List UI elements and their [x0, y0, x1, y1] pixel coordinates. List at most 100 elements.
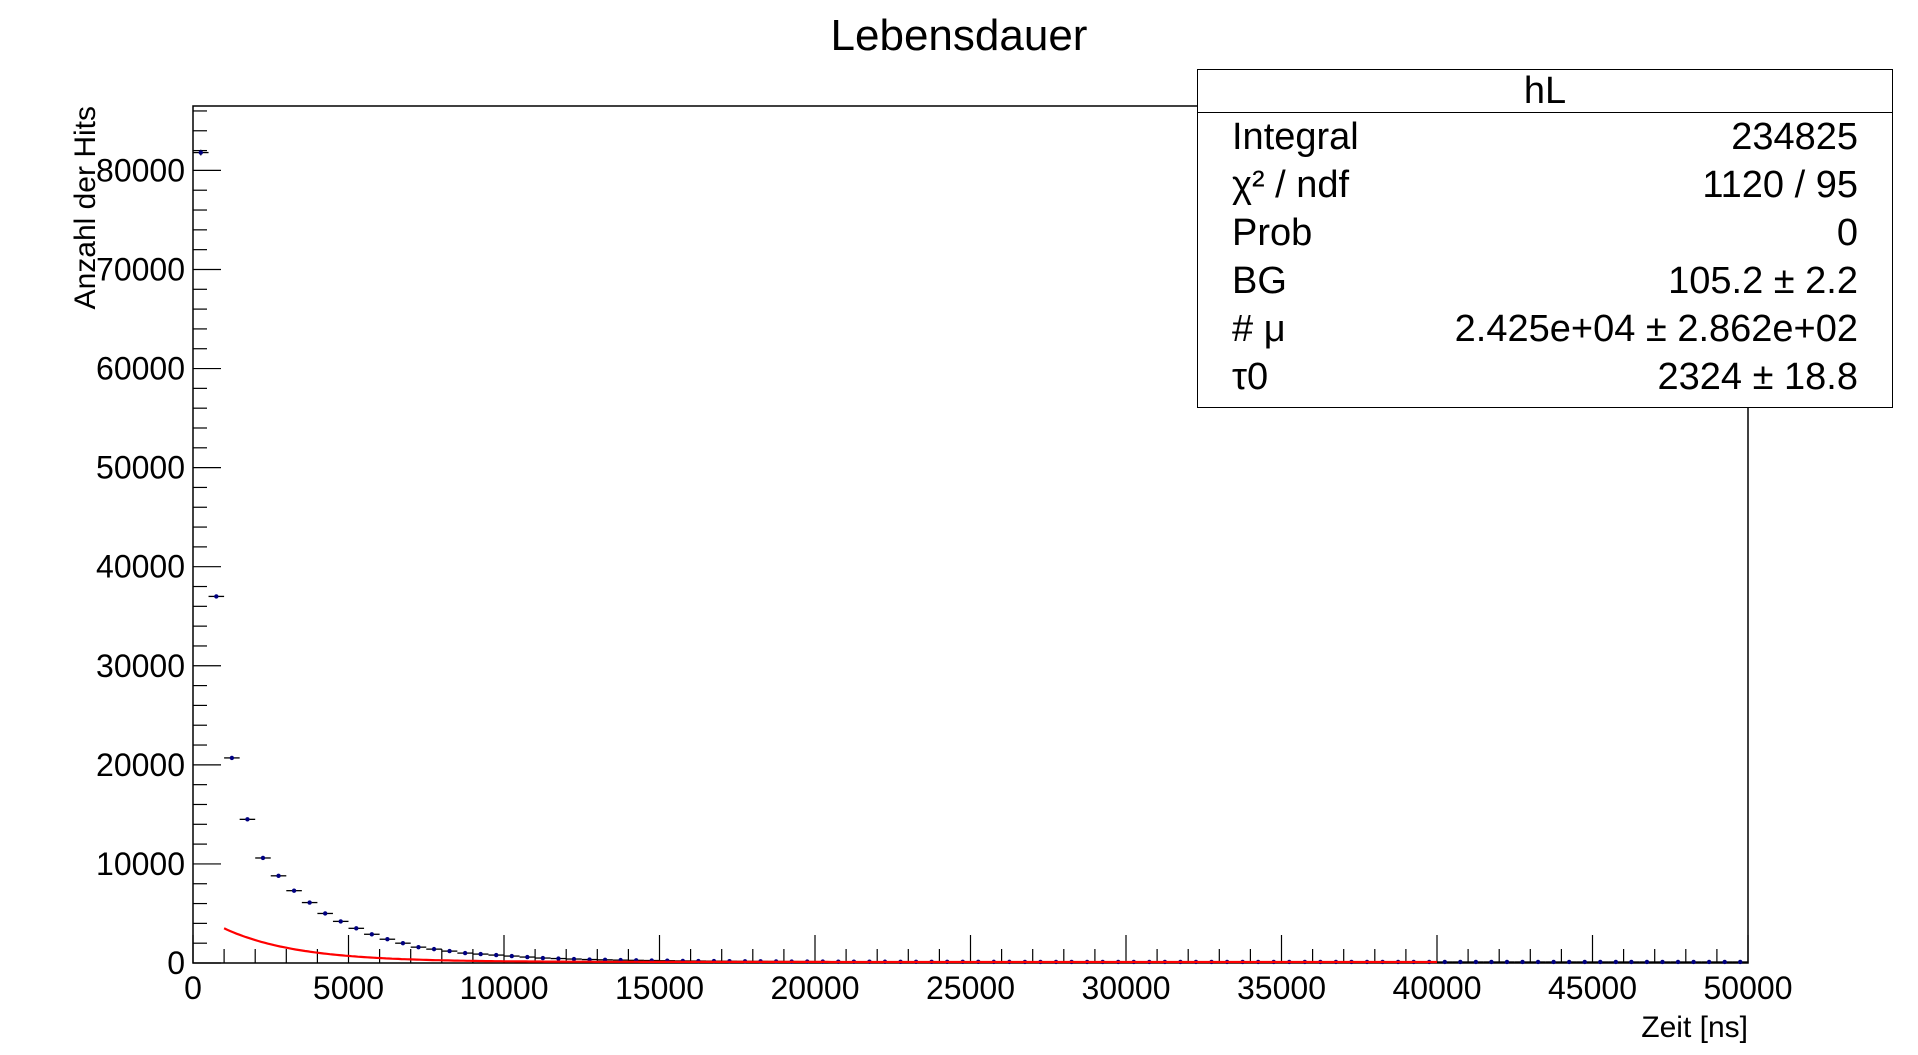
marker	[245, 817, 250, 822]
marker	[416, 944, 421, 950]
data-point	[1576, 959, 1593, 965]
stats-value: 234825	[1731, 116, 1858, 158]
marker	[1442, 959, 1447, 965]
data-point	[472, 951, 489, 957]
x-tick-label: 35000	[1237, 970, 1326, 1006]
marker	[431, 946, 437, 952]
marker	[494, 952, 499, 958]
marker	[525, 954, 530, 960]
marker	[478, 951, 483, 957]
x-tick-label: 5000	[313, 970, 384, 1006]
marker	[1582, 959, 1587, 965]
marker	[1629, 959, 1634, 965]
marker	[447, 948, 452, 954]
x-tick-label: 20000	[771, 970, 860, 1006]
marker	[322, 911, 328, 916]
data-point	[239, 817, 256, 822]
marker	[276, 873, 281, 879]
x-tick-label: 15000	[615, 970, 704, 1006]
marker	[385, 937, 390, 942]
data-point	[550, 956, 567, 961]
y-tick-label: 0	[167, 945, 185, 981]
data-point	[1437, 959, 1453, 965]
data-point	[566, 956, 582, 962]
marker	[1691, 959, 1696, 965]
data-point	[395, 940, 411, 946]
marker	[307, 900, 312, 905]
fit-layer	[223, 927, 1437, 964]
stats-value: 2.425e+04 ± 2.862e+02	[1454, 308, 1858, 350]
stats-row-prob: Prob 0	[1232, 210, 1858, 256]
data-point	[332, 919, 349, 924]
stats-value: 105.2 ± 2.2	[1668, 260, 1858, 302]
stats-box: hL Integral 234825 χ² / ndf 1120 / 95 Pr…	[1197, 69, 1893, 408]
stats-row-integral: Integral 234825	[1232, 114, 1858, 160]
marker	[1598, 959, 1603, 965]
marker	[571, 956, 577, 962]
stats-value: 1120 / 95	[1702, 164, 1858, 206]
marker	[509, 953, 514, 959]
data-point	[1685, 959, 1702, 965]
x-tick-label: 25000	[926, 970, 1015, 1006]
marker	[260, 855, 266, 861]
data-point	[410, 944, 427, 950]
data-point	[1701, 959, 1717, 965]
y-tick-label: 10000	[96, 846, 185, 882]
marker	[369, 932, 375, 937]
data-point	[379, 937, 396, 942]
x-tick-label: 0	[184, 970, 202, 1006]
data-point	[535, 955, 551, 961]
y-tick-label: 50000	[96, 450, 185, 486]
data-point	[1716, 959, 1733, 965]
y-tick-label: 80000	[96, 152, 185, 188]
x-axis-title: Zeit [ns]	[1641, 1011, 1748, 1044]
marker	[1520, 959, 1525, 965]
data-point	[270, 873, 287, 879]
data-point	[255, 855, 271, 861]
y-tick-label: 20000	[96, 747, 185, 783]
marker	[1722, 959, 1727, 965]
marker	[291, 888, 297, 893]
data-point	[301, 900, 318, 905]
data-point	[519, 954, 536, 960]
data-point	[1608, 959, 1624, 965]
data-point	[441, 948, 458, 954]
data-point	[1654, 959, 1671, 965]
fit-curve	[223, 927, 1437, 964]
marker	[1504, 959, 1510, 965]
data-point	[224, 755, 240, 761]
y-tick-label: 60000	[96, 351, 185, 387]
data-point	[457, 950, 473, 956]
marker	[354, 926, 359, 931]
stats-row-bg: BG 105.2 ± 2.2	[1232, 258, 1858, 304]
marker	[540, 955, 546, 961]
data-point	[1499, 959, 1515, 965]
data-point	[208, 594, 225, 599]
stats-box-name: hL	[1198, 70, 1892, 113]
marker	[1551, 959, 1556, 965]
marker	[556, 956, 561, 961]
marker	[338, 919, 343, 924]
stats-key: # μ	[1232, 308, 1286, 350]
marker	[1644, 959, 1650, 965]
data-point	[1561, 959, 1577, 965]
x-tick-label: 45000	[1548, 970, 1637, 1006]
stats-row-nmu: # μ 2.425e+04 ± 2.862e+02	[1232, 306, 1858, 352]
marker	[1738, 959, 1743, 965]
data-point	[1545, 959, 1562, 965]
y-tick-label: 70000	[96, 251, 185, 287]
stats-key: Integral	[1232, 116, 1359, 158]
data-point	[1623, 959, 1640, 965]
data-point	[1483, 959, 1500, 965]
x-tick-label: 30000	[1082, 970, 1171, 1006]
data-point	[348, 926, 365, 931]
data-point	[193, 149, 209, 156]
data-point	[426, 946, 442, 952]
x-tick-label: 10000	[460, 970, 549, 1006]
stats-value: 2324 ± 18.8	[1657, 356, 1858, 398]
marker	[1566, 959, 1572, 965]
data-point	[364, 932, 380, 937]
data-point	[1732, 959, 1748, 965]
data-point	[1452, 959, 1469, 965]
stats-row-chi2: χ² / ndf 1120 / 95	[1232, 162, 1858, 208]
